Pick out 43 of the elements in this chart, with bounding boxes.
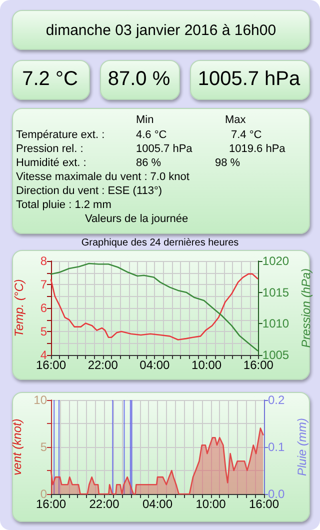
y-tick-label: 7 — [40, 278, 48, 292]
text: 7.2 °C — [12, 60, 88, 98]
y-tick-label: 10 — [34, 393, 48, 407]
line-series — [50, 273, 258, 340]
text: Valeurs de la journée — [85, 213, 188, 226]
y2-tick-label: 0.2 — [268, 393, 286, 407]
text: Vitesse maximale du vent : 7.0 knot — [16, 171, 190, 184]
y2-tick-label: 1015 — [262, 285, 290, 300]
text: 7.4 °C — [231, 129, 262, 142]
x-tick-label: 10:00 — [192, 358, 222, 372]
x-tick-label: 04:00 — [142, 497, 173, 511]
text: Max — [225, 114, 246, 127]
text: 98 % — [215, 157, 240, 170]
y-tick-label: 5 — [40, 440, 48, 454]
y-axis-title: vent (knot) — [10, 418, 24, 476]
x-tick-label: 22:00 — [89, 497, 120, 511]
text: Min — [136, 114, 154, 127]
text: 86 % — [136, 157, 162, 170]
y2-axis-title: Pression (hPa) — [299, 268, 313, 348]
y-tick-label: 5 — [40, 324, 48, 338]
text: Total pluie : 1.2 mm — [16, 199, 112, 212]
x-tick-label: 10:00 — [196, 497, 226, 511]
y2-tick-label: 1010 — [262, 316, 290, 331]
x-tick-label: 04:00 — [140, 358, 170, 372]
text: dimanche 03 janvier 2016 à 16h00 — [12, 10, 310, 50]
y-tick-label: 6 — [40, 301, 48, 315]
text: 4.6 °C — [136, 129, 167, 142]
y2-tick-label: 1020 — [262, 254, 290, 268]
text: 1005.7 hPa — [136, 143, 192, 156]
text: 1005.7 hPa — [190, 60, 308, 98]
x-tick-label: 22:00 — [88, 358, 118, 372]
y-tick-label: 8 — [40, 254, 48, 268]
text: Humidité ext. : — [16, 157, 86, 170]
y2-tick-label: 0.1 — [268, 440, 286, 454]
text: Température ext. : — [16, 129, 105, 142]
text: 87.0 % — [100, 60, 178, 98]
text: 1019.6 hPa — [229, 143, 286, 156]
y2-axis-title: Pluie (mm) — [295, 418, 309, 476]
line-series — [50, 262, 258, 352]
text: Direction du vent : ESE (113°) — [16, 185, 162, 198]
y-axis-title: Temp. (°C) — [12, 279, 26, 337]
text: Pression rel. : — [16, 143, 84, 156]
chart-title: Graphique des 24 dernières heures — [81, 238, 239, 248]
